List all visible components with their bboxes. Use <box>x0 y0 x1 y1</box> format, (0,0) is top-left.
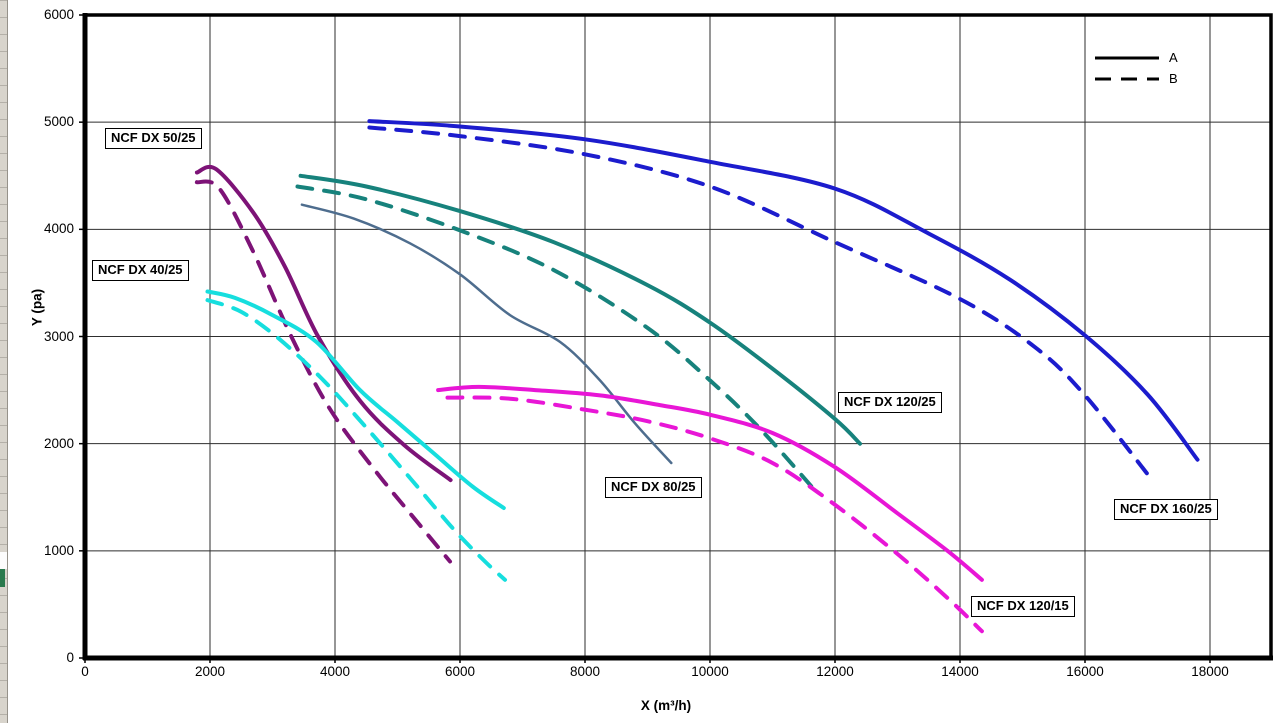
y-axis-title: Y (pa) <box>29 288 45 327</box>
x-tick-label: 8000 <box>569 664 601 679</box>
y-tick-label: 0 <box>66 650 74 665</box>
y-tick-label: 6000 <box>43 7 74 22</box>
curve-ncf-dx-160-25-b <box>367 125 1156 485</box>
series-label: NCF DX 120/25 <box>838 392 942 413</box>
x-tick-label: 0 <box>81 664 89 679</box>
curve-ncf-dx-50-25-b <box>194 179 452 564</box>
curve-ncf-dx-120-15-a <box>436 384 984 582</box>
spreadsheet-edge-strip <box>0 0 8 723</box>
y-tick-label: 5000 <box>43 114 74 130</box>
edge-white-gap <box>0 552 7 569</box>
x-tick-label: 16000 <box>1066 664 1104 679</box>
x-tick-label: 2000 <box>194 664 226 679</box>
curve-ncf-dx-40-25-a <box>205 289 506 510</box>
curve-ncf-dx-50-25-a <box>194 164 453 483</box>
legend-label-a: A <box>1169 50 1178 65</box>
series-label: NCF DX 120/15 <box>971 596 1075 617</box>
x-tick-label: 14000 <box>941 664 979 679</box>
edge-green-marker <box>0 569 5 587</box>
series-label: NCF DX 50/25 <box>105 128 202 149</box>
x-tick-label: 12000 <box>816 664 854 679</box>
curve-ncf-dx-120-25-a <box>298 173 862 446</box>
y-tick-label: 4000 <box>43 221 74 237</box>
y-tick-label: 1000 <box>43 542 74 558</box>
curve-ncf-dx-120-15-b <box>445 395 984 634</box>
curve-ncf-dx-120-25-b <box>295 184 819 494</box>
series-label: NCF DX 80/25 <box>605 477 702 498</box>
dashed-line-sample <box>1095 77 1159 80</box>
x-tick-label: 10000 <box>691 664 729 679</box>
series-label: NCF DX 40/25 <box>92 260 189 281</box>
curve-ncf-dx-80-25-a <box>300 203 673 465</box>
x-tick-label: 18000 <box>1191 664 1229 679</box>
series-label: NCF DX 160/25 <box>1114 499 1218 520</box>
y-tick-label: 2000 <box>43 435 74 451</box>
curve-ncf-dx-160-25-a <box>367 119 1200 462</box>
y-tick-label: 3000 <box>43 328 74 344</box>
x-axis-title: X (m³/h) <box>640 698 692 713</box>
legend-label-b: B <box>1169 71 1178 86</box>
x-tick-label: 6000 <box>444 664 476 679</box>
solid-line-sample <box>1095 56 1159 59</box>
chart-legend: A B <box>1094 47 1178 89</box>
x-tick-label: 4000 <box>319 664 351 679</box>
legend-entry-b: B <box>1094 68 1178 89</box>
legend-entry-a: A <box>1094 47 1178 68</box>
